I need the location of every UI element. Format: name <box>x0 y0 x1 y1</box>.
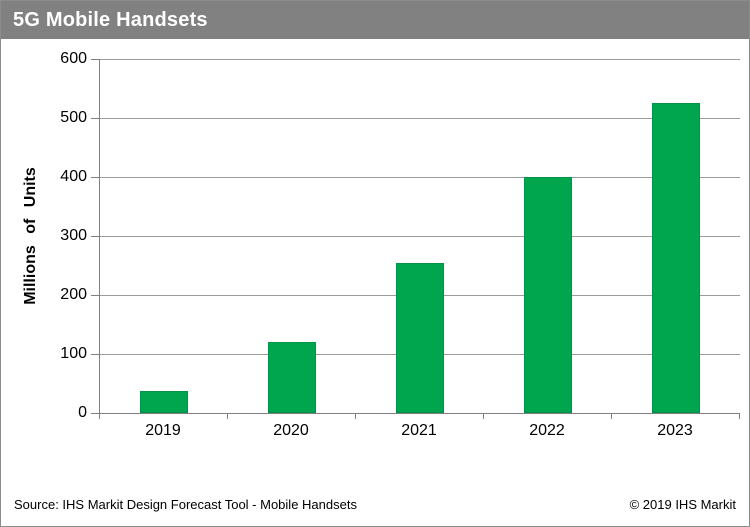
x-tick-label-2021: 2021 <box>401 422 437 439</box>
y-tick-mark-200 <box>91 295 99 296</box>
x-tick-mark-4 <box>611 414 612 419</box>
gridline-300 <box>100 236 740 237</box>
y-tick-label-200: 200 <box>60 286 87 303</box>
y-tick-mark-500 <box>91 118 99 119</box>
y-tick-mark-100 <box>91 354 99 355</box>
gridline-500 <box>100 118 740 119</box>
x-tick-label-2020: 2020 <box>273 422 309 439</box>
footer-source-text: Source: IHS Markit Design Forecast Tool … <box>14 497 357 512</box>
gridline-600 <box>100 59 740 60</box>
x-tick-mark-0 <box>99 414 100 419</box>
y-tick-mark-300 <box>91 236 99 237</box>
gridline-400 <box>100 177 740 178</box>
y-tick-label-500: 500 <box>60 109 87 126</box>
y-tick-label-600: 600 <box>60 50 87 67</box>
x-tick-mark-2 <box>355 414 356 419</box>
x-tick-mark-1 <box>227 414 228 419</box>
y-tick-label-0: 0 <box>78 404 87 421</box>
y-tick-mark-400 <box>91 177 99 178</box>
y-tick-label-300: 300 <box>60 227 87 244</box>
x-tick-mark-3 <box>483 414 484 419</box>
plot-area <box>99 59 740 414</box>
y-tick-label-100: 100 <box>60 345 87 362</box>
y-tick-label-400: 400 <box>60 168 87 185</box>
y-tick-mark-0 <box>91 413 99 414</box>
chart-title-bar: 5G Mobile Handsets <box>1 1 749 39</box>
bar-2019 <box>140 391 188 413</box>
bar-2023 <box>652 103 700 413</box>
chart-title: 5G Mobile Handsets <box>13 9 208 31</box>
footer-copyright-text: © 2019 IHS Markit <box>629 497 736 512</box>
x-tick-label-2022: 2022 <box>529 422 565 439</box>
x-tick-mark-5 <box>739 414 740 419</box>
x-tick-label-2023: 2023 <box>657 422 693 439</box>
bar-2022 <box>524 177 572 413</box>
y-tick-mark-600 <box>91 59 99 60</box>
x-tick-label-2019: 2019 <box>145 422 181 439</box>
bar-2020 <box>268 342 316 413</box>
bar-2021 <box>396 262 444 413</box>
